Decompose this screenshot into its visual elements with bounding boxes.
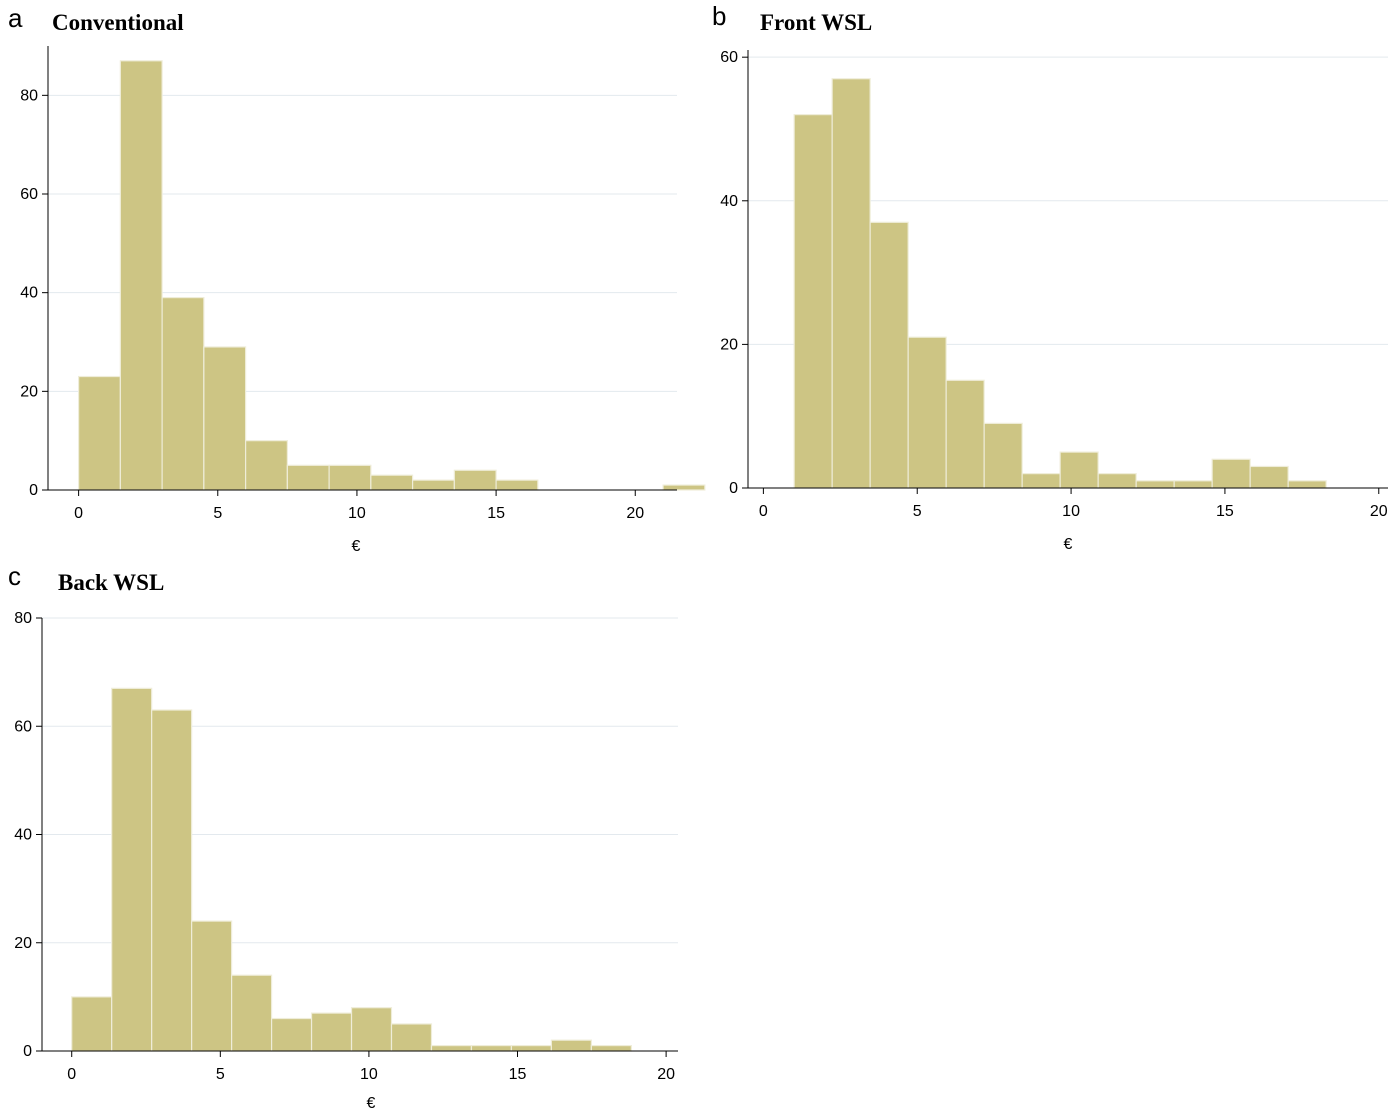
panel-b-bar <box>831 78 871 489</box>
panel-b-bar <box>793 114 833 489</box>
panel-c-plot-area: 0 20 40 60 80 0 5 10 15 20 <box>14 610 678 1083</box>
panel-a-bar <box>161 297 205 491</box>
panel-b: b Front WSL 0 20 40 60 0 5 10 15 20 € <box>712 1 1388 553</box>
panel-c-x-tick-label: 0 <box>67 1066 76 1083</box>
panel-c-y-tick-label: 20 <box>14 935 32 952</box>
panel-c-bar <box>550 1039 592 1052</box>
panel-a-bar <box>495 479 539 491</box>
panel-a-bar <box>119 60 163 491</box>
panel-c-bar <box>270 1017 313 1052</box>
panel-b-bar <box>1021 473 1061 489</box>
panel-a-x-tick-label: 5 <box>213 505 222 522</box>
panel-c-bar <box>510 1044 552 1052</box>
panel-c-x-tick-label: 20 <box>657 1066 675 1083</box>
panel-b-bar <box>983 422 1023 489</box>
panel-b-bar <box>907 336 947 489</box>
panel-c-x-axis-label: € <box>367 1095 376 1110</box>
panel-b-y-tick-label: 60 <box>720 49 738 66</box>
panel-a-bar <box>453 469 497 491</box>
panel-c-bar <box>71 996 113 1052</box>
panel-a-bar <box>411 479 455 491</box>
panel-a-bar <box>245 440 288 491</box>
panel-b-y-tick-label: 0 <box>729 480 738 497</box>
panel-c-bar <box>430 1044 473 1052</box>
panel-b-bar <box>1287 480 1327 489</box>
panel-c-x-tick-label: 15 <box>509 1066 527 1083</box>
panel-a-title: Conventional <box>52 10 184 35</box>
panel-a-y-tick-label: 80 <box>20 87 38 104</box>
panel-b-bar <box>1249 465 1289 489</box>
panel-b-bar <box>869 221 909 489</box>
panel-c-x-tick-label: 10 <box>360 1066 378 1083</box>
panel-b-x-axis-label: € <box>1064 536 1073 553</box>
panel-a-y-tick-label: 40 <box>20 285 38 302</box>
panel-a: a Conventional 0 20 40 60 80 0 5 10 15 20 € <box>8 3 706 555</box>
panel-b-x-tick-label: 5 <box>913 503 922 520</box>
panel-c-bar <box>111 687 153 1052</box>
panel-b-x-tick-label: 10 <box>1062 503 1080 520</box>
panel-a-y-tick-label: 60 <box>20 186 38 203</box>
panel-b-y-tick-label: 20 <box>720 336 738 353</box>
panel-a-bar <box>328 464 372 491</box>
panel-c-bar <box>310 1012 353 1052</box>
panel-b-x-tick-label: 0 <box>759 503 768 520</box>
panel-a-x-axis-label: € <box>352 538 361 555</box>
panel-a-letter: a <box>8 3 23 33</box>
panel-c-y-tick-label: 40 <box>14 827 32 844</box>
panel-a-plot-area: 0 20 40 60 80 0 5 10 15 20 <box>20 46 706 522</box>
panel-b-bar <box>1173 480 1213 489</box>
panel-c-bar <box>590 1044 632 1052</box>
panel-c-bar <box>191 920 233 1052</box>
panel-b-y-tick-label: 40 <box>720 193 738 210</box>
panel-c-bar <box>350 1007 393 1052</box>
panel-b-letter: b <box>712 1 726 31</box>
panel-c: c Back WSL 0 20 40 60 80 0 5 10 15 20 € <box>8 561 678 1110</box>
panel-b-bar <box>1135 480 1175 489</box>
panel-b-bar <box>1097 473 1137 489</box>
panel-c-bar <box>470 1044 513 1052</box>
panel-a-y-tick-label: 20 <box>20 383 38 400</box>
panel-c-y-tick-label: 60 <box>14 718 32 735</box>
panel-a-y-tick-label: 0 <box>29 482 38 499</box>
panel-a-bar <box>286 464 330 491</box>
panel-a-x-tick-label: 0 <box>74 505 83 522</box>
panel-b-bar <box>945 379 985 489</box>
panel-b-x-tick-label: 20 <box>1370 503 1388 520</box>
panel-a-bar <box>203 346 247 491</box>
panel-c-letter: c <box>8 561 21 591</box>
panel-c-bar <box>390 1023 433 1052</box>
panel-b-bar <box>1059 451 1099 489</box>
panel-c-y-tick-label: 0 <box>23 1043 32 1060</box>
panel-c-y-tick-label: 80 <box>14 610 32 627</box>
panel-a-x-tick-label: 20 <box>626 505 644 522</box>
panel-a-bar <box>662 484 706 491</box>
panel-c-bar <box>151 709 193 1052</box>
panel-c-title: Back WSL <box>58 570 164 595</box>
panel-a-bar <box>78 375 121 491</box>
panel-a-bar <box>370 474 414 491</box>
panel-a-x-tick-label: 10 <box>348 505 366 522</box>
panel-b-title: Front WSL <box>760 10 872 35</box>
panel-b-plot-area: 0 20 40 60 0 5 10 15 20 <box>720 49 1388 520</box>
panel-a-x-tick-label: 15 <box>487 505 505 522</box>
panel-b-x-tick-label: 15 <box>1216 503 1234 520</box>
panel-b-bar <box>1211 458 1251 489</box>
panel-c-bar <box>231 974 273 1052</box>
panel-c-x-tick-label: 5 <box>216 1066 225 1083</box>
